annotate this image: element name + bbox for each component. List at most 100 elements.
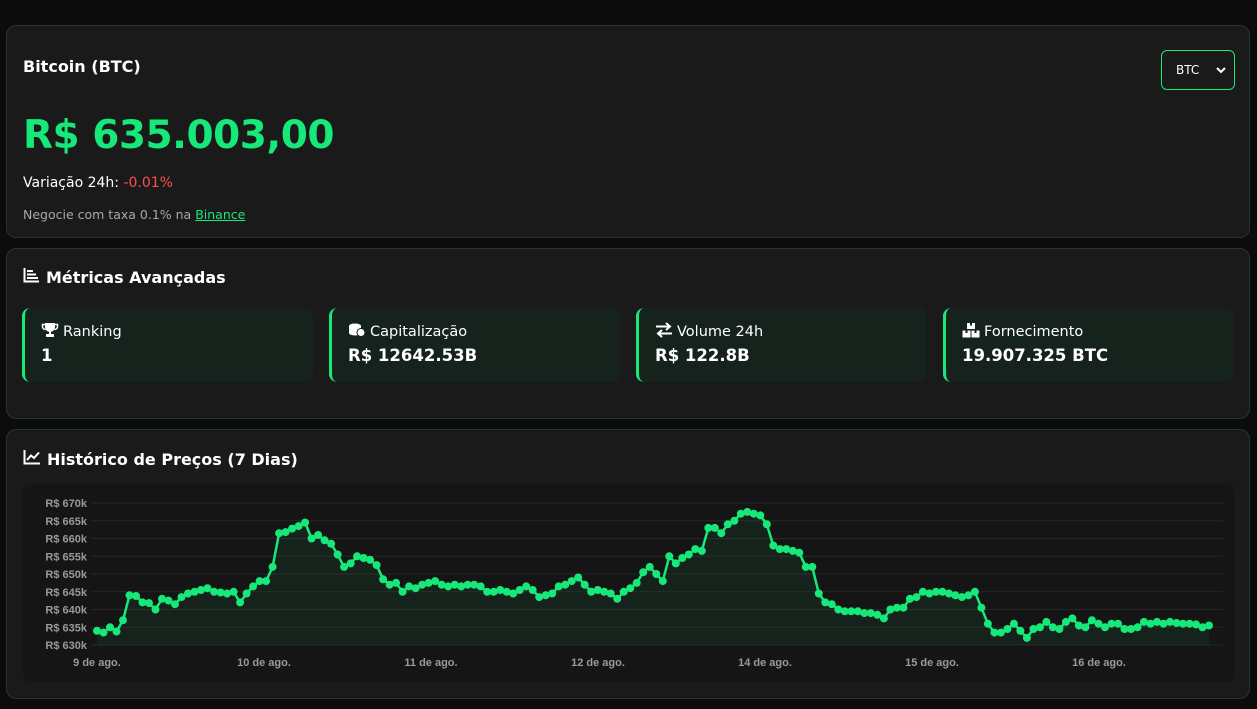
coins-icon (348, 322, 366, 342)
data-point (1081, 623, 1090, 632)
price-chart[interactable]: R$ 670k R$ 665k R$ 660k R$ 655k R$ 650k R$ 64… (23, 484, 1235, 682)
y-tick-label: R$ 640k (45, 605, 87, 617)
boxes-icon (962, 322, 980, 342)
data-point (879, 614, 888, 623)
data-point (1016, 626, 1025, 635)
data-point (574, 573, 583, 582)
data-point (541, 591, 550, 600)
data-point (652, 570, 661, 578)
metric-label: Capitalização (370, 324, 468, 340)
x-tick-label: 14 de ago. (738, 657, 792, 669)
coin-select[interactable]: BTC (1161, 50, 1235, 90)
y-tick-label: R$ 645k (45, 587, 87, 599)
metric-label: Ranking (63, 324, 122, 340)
data-point (535, 593, 544, 602)
data-point (736, 509, 745, 518)
data-point (808, 562, 817, 571)
data-point (411, 584, 420, 593)
x-tick-label: 12 de ago. (571, 657, 625, 669)
change-label: Variação 24h: (23, 175, 119, 191)
data-point (899, 603, 908, 612)
data-point (1133, 623, 1142, 632)
data-point (1127, 625, 1135, 633)
data-point (587, 587, 596, 596)
data-point (528, 586, 537, 594)
data-point (262, 577, 271, 586)
exchange-icon (655, 322, 673, 342)
data-point (905, 594, 914, 603)
data-point (145, 599, 153, 608)
data-point (450, 580, 459, 589)
data-point (470, 580, 479, 589)
y-tick-label: R$ 665k (45, 516, 87, 528)
data-point (964, 591, 973, 600)
data-point (892, 603, 901, 612)
data-point (600, 587, 609, 596)
data-point (1159, 619, 1168, 628)
data-point (372, 561, 381, 570)
data-point (691, 545, 700, 554)
data-point (1042, 617, 1051, 626)
data-point (392, 578, 401, 587)
data-point (327, 539, 336, 548)
data-point (1140, 617, 1148, 626)
data-point (476, 582, 485, 591)
data-point (645, 562, 654, 571)
data-point (853, 607, 862, 616)
data-point (795, 548, 804, 557)
line-chart-icon (23, 449, 41, 469)
data-point (333, 550, 342, 559)
metrics-card: Métricas Avançadas Ranking 1 (6, 248, 1250, 419)
data-point (769, 541, 778, 550)
data-point (242, 589, 251, 598)
data-point (281, 528, 290, 537)
data-point (983, 619, 992, 628)
data-point (847, 607, 856, 616)
data-point (268, 562, 277, 571)
change-value: -0.01% (123, 175, 173, 191)
metric-label: Fornecimento (984, 324, 1084, 340)
x-tick-label: 15 de ago. (905, 657, 959, 669)
data-point (658, 577, 667, 586)
data-point (749, 509, 758, 518)
data-point (489, 587, 498, 596)
binance-link[interactable]: Binance (195, 207, 246, 222)
data-point (314, 531, 323, 539)
data-point (671, 559, 680, 568)
data-point (944, 589, 953, 598)
data-point (938, 587, 947, 596)
data-point (684, 550, 693, 559)
data-point (223, 589, 232, 598)
price-card: Bitcoin (BTC) BTC R$ 635.003,00 Variação… (6, 25, 1250, 238)
data-point (366, 555, 375, 564)
data-point (1172, 619, 1181, 627)
data-point (483, 587, 492, 596)
list-chart-icon (23, 267, 40, 287)
data-point (1153, 617, 1161, 626)
data-point (613, 594, 622, 603)
data-point (593, 586, 602, 594)
metric-value: R$ 12642.53B (348, 346, 478, 365)
data-point (710, 523, 719, 532)
data-point (743, 507, 752, 516)
data-point (106, 623, 114, 632)
current-price: R$ 635.003,00 (23, 113, 334, 158)
metric-value: 1 (41, 346, 53, 365)
data-point (1120, 625, 1129, 633)
data-point (379, 575, 388, 584)
data-point (99, 628, 108, 637)
data-point (301, 518, 310, 527)
data-point (1166, 617, 1174, 626)
metric-supply: Fornecimento 19.907.325 BTC (943, 308, 1234, 382)
data-point (717, 529, 726, 538)
data-point (873, 610, 882, 619)
x-tick-label: 16 de ago. (1072, 657, 1126, 669)
data-point (834, 605, 843, 614)
data-point (1022, 633, 1031, 642)
data-point (509, 589, 518, 598)
data-point (132, 592, 140, 600)
data-point (1068, 614, 1077, 623)
y-tick-label: R$ 650k (45, 569, 87, 581)
data-point (1003, 625, 1012, 633)
data-point (1009, 619, 1018, 628)
